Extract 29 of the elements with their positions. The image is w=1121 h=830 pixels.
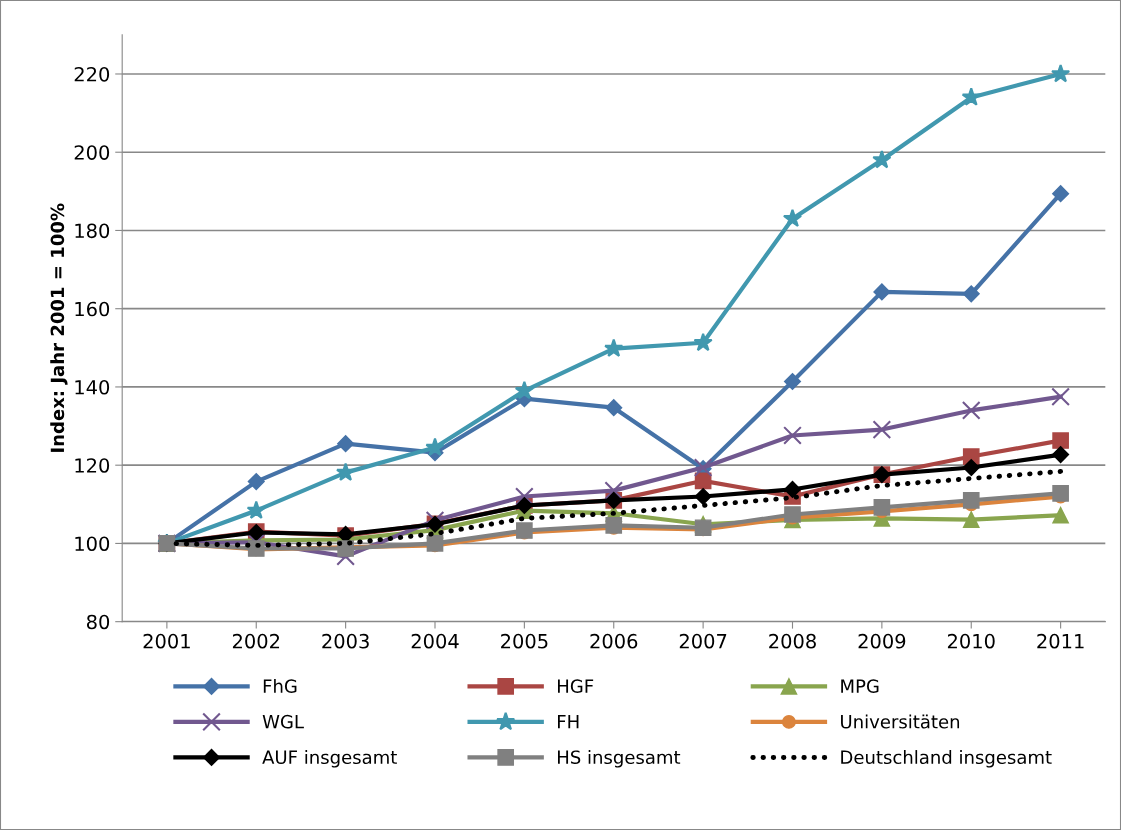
y-tick-label: 180 — [75, 223, 110, 239]
x-tick-label: 2007 — [679, 633, 727, 649]
y-tick-label: 100 — [75, 536, 110, 552]
x-tick-label: 2005 — [501, 633, 548, 649]
x-tick-label: 2009 — [858, 633, 906, 649]
y-tick-label: 80 — [86, 614, 110, 630]
legend-label: WGL — [262, 714, 304, 729]
legend-label: AUF insgesamt — [262, 750, 397, 768]
legend-label: HGF — [558, 679, 594, 693]
y-tick-label: 220 — [74, 66, 110, 82]
x-tick-label: 2011 — [1037, 633, 1084, 649]
x-tick-label: 2002 — [232, 633, 280, 649]
legend-label: Deutschland insgesamt — [841, 750, 1052, 768]
x-tick-label: 2001 — [143, 633, 190, 649]
legend-label: Universitäten — [841, 714, 960, 729]
x-tick-label: 2003 — [322, 633, 369, 649]
legend-label: FH — [558, 715, 579, 729]
legend-label: HS insgesamt — [558, 750, 681, 768]
x-tick-label: 2006 — [590, 633, 638, 649]
y-tick-label: 160 — [75, 301, 110, 317]
y-axis-title: Index: Jahr 2001 = 100% — [50, 203, 68, 452]
x-tick-label: 2008 — [769, 633, 816, 649]
y-tick-label: 140 — [75, 379, 110, 395]
x-tick-label: 2004 — [411, 633, 459, 649]
legend-label: MPG — [841, 679, 879, 693]
y-tick-label: 120 — [75, 458, 110, 473]
x-tick-label: 2010 — [947, 633, 995, 649]
y-tick-label: 200 — [74, 145, 110, 160]
legend-label: FhG — [263, 679, 297, 693]
